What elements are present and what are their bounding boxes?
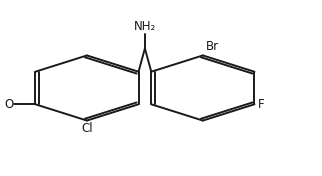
Text: Br: Br	[206, 40, 219, 53]
Text: F: F	[258, 98, 264, 111]
Text: NH₂: NH₂	[134, 20, 156, 33]
Text: Cl: Cl	[81, 122, 93, 135]
Text: O: O	[5, 98, 14, 111]
